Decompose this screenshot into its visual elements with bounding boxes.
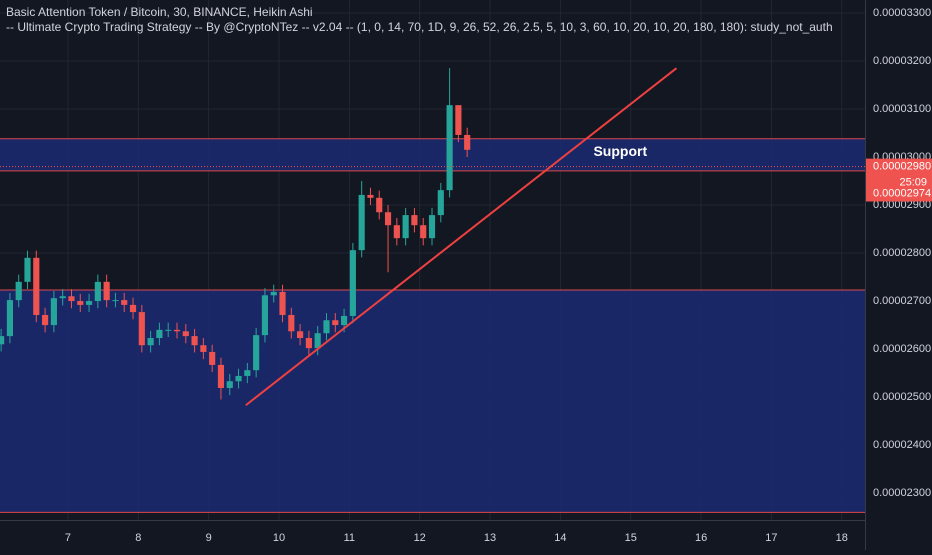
candle-body xyxy=(270,291,277,296)
candle-body xyxy=(50,298,57,326)
candle-body xyxy=(200,345,207,352)
y-tick-label: 0.00002900 xyxy=(873,199,931,211)
candle-body xyxy=(402,215,409,239)
candle-body xyxy=(323,320,330,334)
chart-title: Basic Attention Token / Bitcoin, 30, BIN… xyxy=(6,5,313,19)
candle-body xyxy=(217,364,225,388)
candle-body xyxy=(173,329,181,332)
y-tick-label: 0.00003200 xyxy=(873,55,931,67)
candle-body xyxy=(24,257,31,282)
y-tick-label: 0.00002700 xyxy=(873,295,931,307)
candle-body xyxy=(209,351,216,365)
candle-body xyxy=(244,370,251,376)
candle-body xyxy=(384,212,392,226)
candle-body xyxy=(103,281,110,301)
x-tick-label: 17 xyxy=(765,532,777,544)
x-tick-label: 7 xyxy=(65,532,71,544)
x-tick-label: 9 xyxy=(206,532,212,544)
candle-body xyxy=(367,194,374,198)
candle-body xyxy=(85,301,93,305)
y-tick-label: 0.00002500 xyxy=(873,391,931,403)
candle-body xyxy=(428,215,436,239)
x-tick-label: 13 xyxy=(484,532,496,544)
candle-body xyxy=(253,335,260,371)
candle-body xyxy=(314,333,321,349)
candle-body xyxy=(226,381,233,388)
candle-body xyxy=(261,295,269,336)
candle-body xyxy=(129,304,137,313)
zone xyxy=(0,138,865,171)
candle-body xyxy=(288,314,295,332)
candle-body xyxy=(464,134,471,150)
candle-body xyxy=(165,329,172,331)
y-tick-label: 0.00002600 xyxy=(873,343,931,355)
last-price-tag xyxy=(866,158,932,191)
candle-body xyxy=(305,338,312,349)
candle-body xyxy=(455,105,462,135)
candle-body xyxy=(182,331,189,337)
candle-body xyxy=(437,190,444,216)
candle-body xyxy=(15,281,22,301)
x-tick-label: 10 xyxy=(273,532,285,544)
x-tick-label: 11 xyxy=(344,532,355,544)
candle-body xyxy=(77,301,84,305)
zone xyxy=(0,290,865,513)
candle-body xyxy=(235,375,242,382)
x-tick-label: 15 xyxy=(625,532,637,544)
candle-body xyxy=(33,257,40,315)
candle-body xyxy=(68,296,75,302)
annotation: Support xyxy=(593,143,647,159)
x-tick-label: 12 xyxy=(414,532,426,544)
candle-body xyxy=(358,194,365,251)
x-tick-label: 18 xyxy=(836,532,848,544)
candle-body xyxy=(420,225,427,239)
trendline xyxy=(245,67,678,407)
x-tick-label: 16 xyxy=(695,532,707,544)
y-tick-label: 0.00002800 xyxy=(873,247,931,259)
candle-body xyxy=(349,250,356,316)
candle-body xyxy=(156,329,163,339)
last-price-label: 0.00002980 xyxy=(873,161,931,173)
x-tick-label: 8 xyxy=(135,532,141,544)
candle-body xyxy=(279,291,286,315)
candle-body xyxy=(112,300,119,302)
bid-price-tag xyxy=(866,185,932,202)
candle-body xyxy=(59,296,66,299)
candle-body xyxy=(94,281,101,302)
y-tick-label: 0.00002300 xyxy=(873,487,931,499)
candle-body xyxy=(138,312,145,346)
study-legend: -- Ultimate Crypto Trading Strategy -- B… xyxy=(6,20,833,34)
candle-body xyxy=(0,336,5,345)
candle-body xyxy=(332,320,339,326)
candle-body xyxy=(121,300,128,305)
candle-body xyxy=(297,331,304,339)
candle-body xyxy=(147,338,154,346)
y-tick-label: 0.00003100 xyxy=(873,103,931,115)
candle-body xyxy=(446,105,453,191)
candle-body xyxy=(6,300,13,337)
candle-body xyxy=(376,197,383,213)
candle-body xyxy=(393,225,400,239)
x-tick-label: 14 xyxy=(554,532,566,544)
candle-body xyxy=(42,314,49,326)
bid-price-label: 0.00002974 xyxy=(873,187,931,199)
candle-body xyxy=(411,215,418,226)
candle-body xyxy=(191,336,198,346)
candle-body xyxy=(340,315,348,326)
y-tick-label: 0.00003300 xyxy=(873,7,931,19)
y-tick-label: 0.00002400 xyxy=(873,439,931,451)
